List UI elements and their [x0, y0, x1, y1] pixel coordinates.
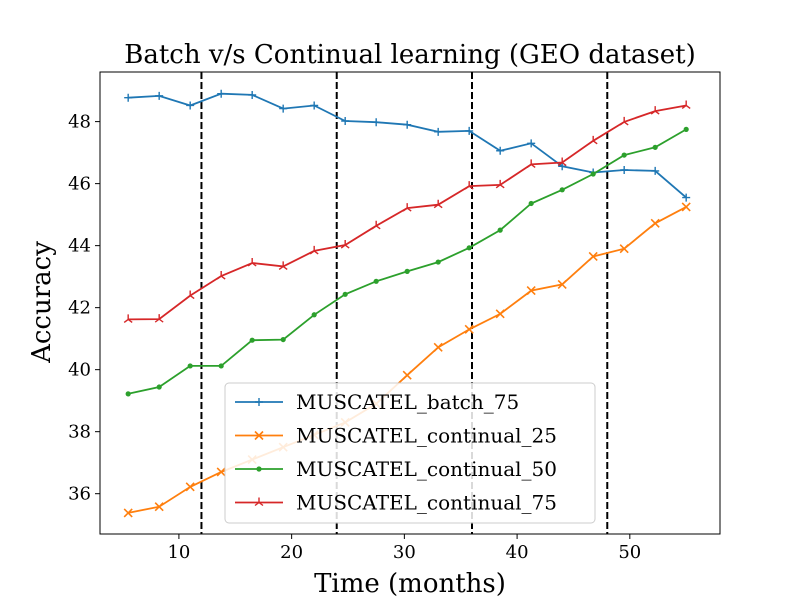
data-point — [588, 251, 598, 262]
data-point — [650, 218, 660, 228]
data-point — [187, 363, 193, 369]
y-tick-label: 36 — [68, 484, 91, 505]
data-point — [435, 259, 441, 265]
y-tick-label: 44 — [68, 236, 91, 257]
data-point — [526, 159, 536, 168]
data-point — [619, 116, 629, 126]
data-point — [254, 497, 264, 507]
data-point — [466, 245, 472, 251]
data-point — [248, 90, 257, 99]
data-point — [558, 162, 567, 171]
data-point — [124, 93, 133, 102]
x-tick-label: 40 — [506, 542, 529, 563]
y-tick-label: 46 — [68, 174, 91, 195]
data-point — [311, 312, 317, 318]
data-point — [186, 101, 195, 110]
y-axis-label: Accuracy — [27, 241, 57, 364]
data-point — [620, 165, 629, 174]
series-MUSCATEL_continual_75 — [123, 100, 691, 323]
data-point — [433, 342, 443, 352]
data-point — [125, 391, 131, 397]
plot-area: 10 20 30 40 50 36 38 40 42 44 46 48 MUSCATEL_batch_7… — [68, 71, 721, 563]
data-point — [342, 291, 348, 297]
x-tick-label: 10 — [167, 542, 190, 563]
data-point — [526, 286, 536, 296]
data-point — [309, 245, 319, 255]
data-point — [218, 363, 224, 369]
y-tick-label: 42 — [68, 298, 91, 319]
data-point — [216, 467, 226, 477]
series-MUSCATEL_continual_50 — [125, 126, 689, 397]
data-point — [681, 202, 691, 212]
data-point — [496, 146, 505, 155]
data-point — [340, 240, 350, 249]
data-point — [185, 482, 195, 492]
data-point — [185, 290, 195, 300]
data-point — [651, 166, 660, 175]
data-point — [590, 171, 596, 177]
data-point — [372, 118, 381, 127]
data-point — [280, 336, 286, 343]
legend-label-2: MUSCATEL_continual_50 — [296, 457, 557, 481]
data-point — [433, 199, 443, 209]
data-point — [371, 220, 381, 230]
data-point — [559, 187, 565, 193]
data-point — [682, 193, 691, 202]
data-point — [464, 181, 474, 190]
data-point — [156, 384, 162, 390]
x-tick-label: 20 — [280, 542, 303, 563]
data-point — [402, 370, 412, 380]
data-point — [527, 139, 536, 148]
data-point — [403, 120, 412, 129]
data-point — [465, 126, 474, 135]
data-point — [255, 398, 263, 406]
data-point — [434, 127, 443, 136]
data-point — [155, 91, 164, 100]
x-axis-label: Time (months) — [314, 569, 506, 599]
data-point — [621, 152, 627, 158]
data-point — [341, 116, 350, 125]
x-tick-label: 50 — [618, 542, 641, 563]
legend-label-3: MUSCATEL_continual_75 — [296, 491, 557, 515]
chart-title: Batch v/s Continual learning (GEO datase… — [124, 40, 696, 70]
data-point — [256, 466, 262, 472]
data-point — [683, 126, 689, 132]
data-point — [254, 430, 264, 441]
y-tick-label: 38 — [68, 422, 91, 443]
legend-label-0: MUSCATEL_batch_75 — [296, 390, 519, 414]
legend — [224, 382, 596, 524]
data-point — [528, 200, 534, 207]
data-point — [652, 144, 658, 150]
data-point — [495, 309, 505, 319]
data-point — [373, 278, 379, 284]
data-point — [495, 179, 505, 189]
data-point — [497, 227, 503, 233]
data-point — [247, 258, 257, 267]
data-point — [650, 106, 660, 115]
legend-label-1: MUSCATEL_continual_25 — [296, 424, 557, 448]
data-point — [154, 502, 164, 512]
data-point — [123, 314, 133, 323]
data-point — [619, 244, 629, 254]
data-point — [216, 271, 226, 280]
data-point — [217, 89, 226, 98]
data-point — [681, 100, 691, 110]
data-point — [154, 314, 164, 323]
y-tick-label: 40 — [68, 360, 91, 381]
data-point — [402, 203, 412, 212]
data-point — [279, 104, 288, 113]
data-point — [557, 157, 567, 167]
data-point — [310, 101, 319, 110]
data-point — [557, 279, 567, 289]
y-tick-label: 48 — [68, 112, 91, 133]
axes-frame — [99, 71, 721, 535]
data-point — [464, 324, 474, 334]
data-point — [249, 337, 255, 343]
x-tick-label: 30 — [393, 542, 416, 563]
data-point — [123, 508, 133, 518]
data-point — [588, 135, 598, 145]
data-point — [404, 268, 410, 274]
data-point — [278, 261, 288, 270]
